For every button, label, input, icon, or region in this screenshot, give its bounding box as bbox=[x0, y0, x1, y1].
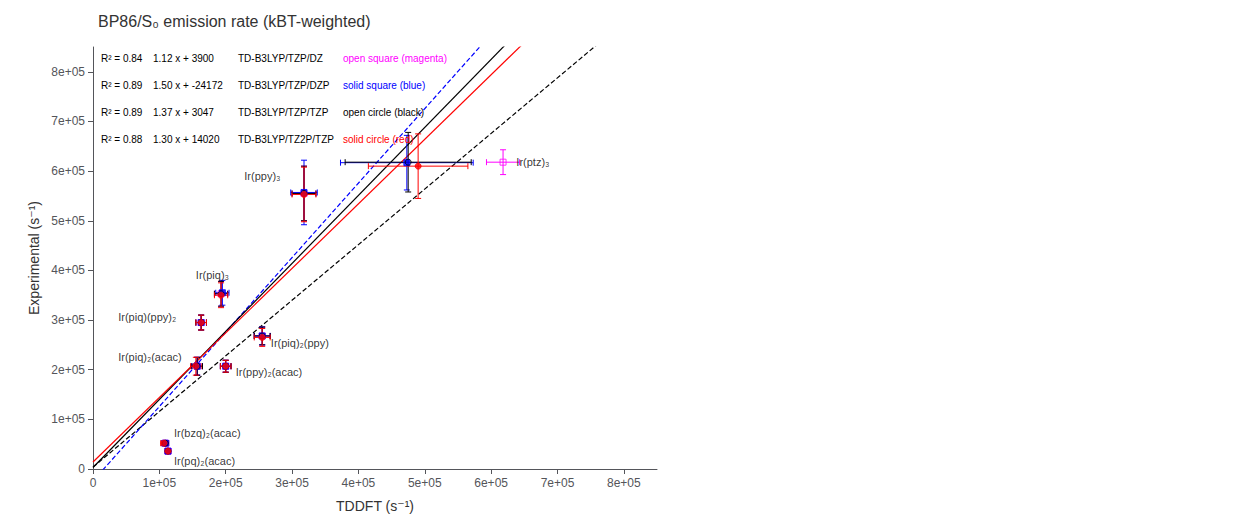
svg-text:R² = 0.84: R² = 0.84 bbox=[101, 53, 143, 64]
svg-text:4e+05: 4e+05 bbox=[342, 476, 376, 490]
svg-text:5e+05: 5e+05 bbox=[408, 476, 442, 490]
svg-text:5e+05: 5e+05 bbox=[51, 214, 85, 228]
svg-text:7e+05: 7e+05 bbox=[51, 114, 85, 128]
svg-text:BP86/S₀ emission rate (kBT-wei: BP86/S₀ emission rate (kBT-weighted) bbox=[98, 13, 371, 30]
svg-text:1.12 x + 3900: 1.12 x + 3900 bbox=[153, 53, 214, 64]
svg-text:6e+05: 6e+05 bbox=[474, 476, 508, 490]
svg-text:6e+05: 6e+05 bbox=[51, 164, 85, 178]
svg-text:1.50 x + -24172: 1.50 x + -24172 bbox=[153, 80, 223, 91]
svg-text:3e+05: 3e+05 bbox=[51, 313, 85, 327]
svg-text:Experimental (s⁻¹): Experimental (s⁻¹) bbox=[26, 201, 42, 315]
svg-text:open circle (black): open circle (black) bbox=[343, 107, 424, 118]
svg-text:Ir(bzq)₂(acac): Ir(bzq)₂(acac) bbox=[174, 427, 241, 439]
svg-text:open square (magenta): open square (magenta) bbox=[343, 53, 447, 64]
svg-text:Ir(piq)₂(ppy): Ir(piq)₂(ppy) bbox=[271, 337, 329, 349]
svg-text:solid circle (red): solid circle (red) bbox=[343, 134, 414, 145]
svg-text:TD-B3LYP/TZP/TZP: TD-B3LYP/TZP/TZP bbox=[238, 107, 329, 118]
svg-text:1.30 x + 14020: 1.30 x + 14020 bbox=[153, 134, 220, 145]
svg-text:0: 0 bbox=[78, 462, 85, 476]
svg-text:8e+05: 8e+05 bbox=[51, 65, 85, 79]
svg-text:Ir(ppy)₂(acac): Ir(ppy)₂(acac) bbox=[236, 366, 303, 378]
svg-text:3e+05: 3e+05 bbox=[275, 476, 309, 490]
svg-text:Ir(ppy)₃: Ir(ppy)₃ bbox=[244, 170, 280, 182]
svg-text:0: 0 bbox=[90, 476, 97, 490]
svg-text:TD-B3LYP/TZP/DZ: TD-B3LYP/TZP/DZ bbox=[238, 53, 323, 64]
svg-text:Ir(pq)₂(acac): Ir(pq)₂(acac) bbox=[174, 455, 235, 467]
svg-text:1e+05: 1e+05 bbox=[51, 412, 85, 426]
svg-text:R² = 0.88: R² = 0.88 bbox=[101, 134, 143, 145]
svg-text:Ir(piq)(ppy)₂: Ir(piq)(ppy)₂ bbox=[118, 311, 176, 323]
svg-text:R² = 0.89: R² = 0.89 bbox=[101, 80, 143, 91]
svg-text:TD-B3LYP/TZ2P/TZP: TD-B3LYP/TZ2P/TZP bbox=[238, 134, 334, 145]
svg-text:solid square (blue): solid square (blue) bbox=[343, 80, 425, 91]
svg-text:TD-B3LYP/TZP/DZP: TD-B3LYP/TZP/DZP bbox=[238, 80, 330, 91]
svg-text:Ir(ptz)₃: Ir(ptz)₃ bbox=[516, 156, 549, 168]
svg-text:Ir(piq)₃: Ir(piq)₃ bbox=[196, 269, 229, 281]
svg-text:4e+05: 4e+05 bbox=[51, 263, 85, 277]
svg-text:7e+05: 7e+05 bbox=[541, 476, 575, 490]
svg-text:1.37 x + 3047: 1.37 x + 3047 bbox=[153, 107, 214, 118]
svg-text:2e+05: 2e+05 bbox=[209, 476, 243, 490]
svg-text:TDDFT (s⁻¹): TDDFT (s⁻¹) bbox=[336, 498, 414, 514]
svg-text:R² = 0.89: R² = 0.89 bbox=[101, 107, 143, 118]
svg-text:2e+05: 2e+05 bbox=[51, 363, 85, 377]
svg-text:Ir(piq)₂(acac): Ir(piq)₂(acac) bbox=[118, 351, 182, 363]
svg-text:8e+05: 8e+05 bbox=[607, 476, 641, 490]
svg-text:1e+05: 1e+05 bbox=[143, 476, 177, 490]
